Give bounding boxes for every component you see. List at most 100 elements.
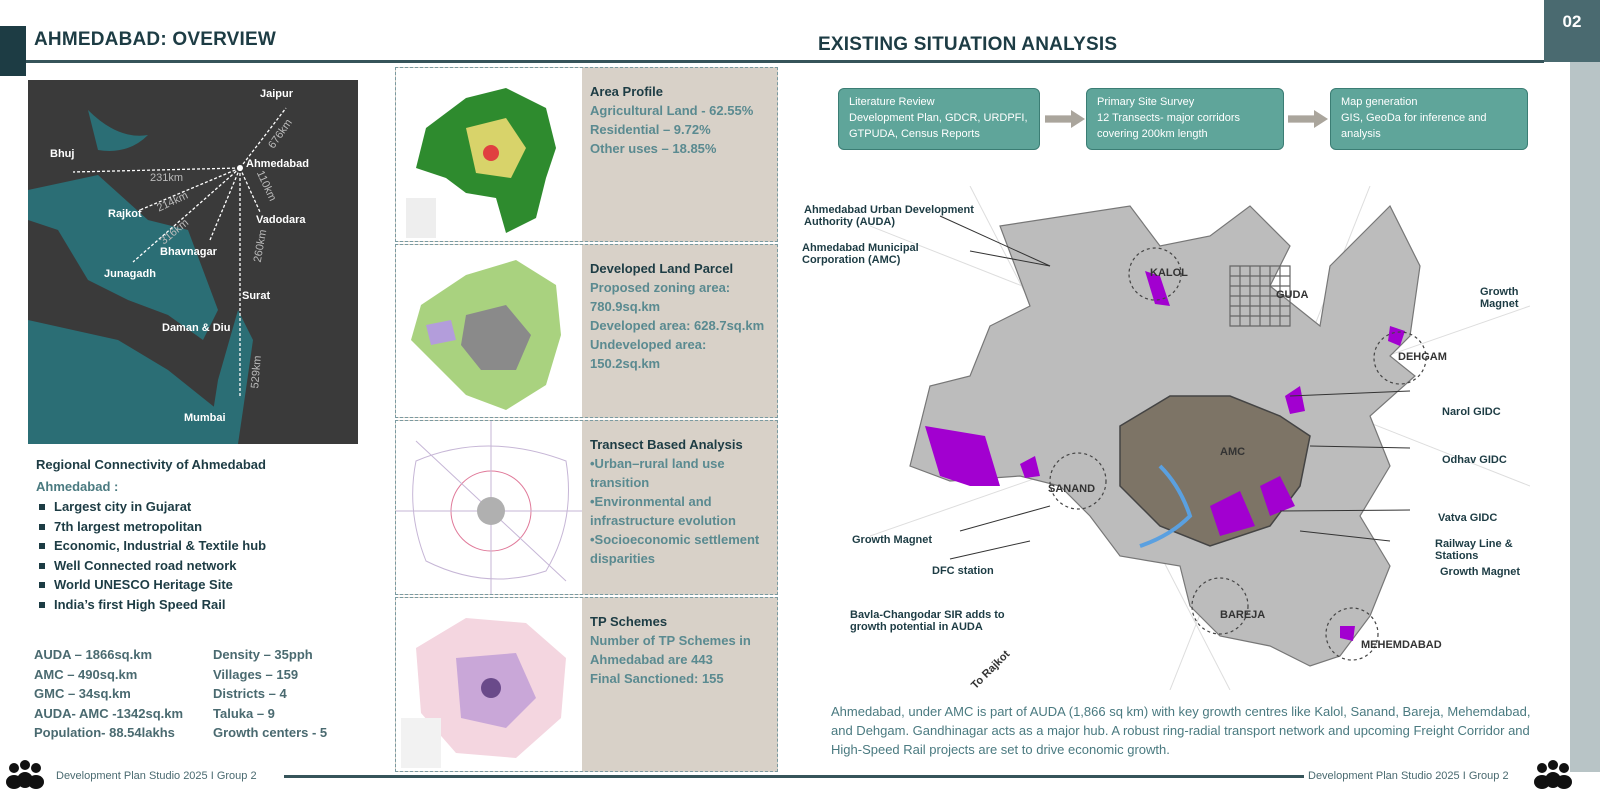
bullet-item: Largest city in Gujarat [36, 497, 356, 517]
flow-step-map-generation: Map generation GIS, GeoDa for inference … [1330, 88, 1528, 150]
tp-schemes-map-thumbnail [396, 598, 582, 771]
footer-text-right: Development Plan Studio 2025 I Group 2 [1308, 770, 1509, 782]
developed-land-map-thumbnail [396, 245, 582, 417]
city-label: Rajkot [108, 208, 142, 220]
growth-magnet-label: Growth Magnet [1440, 566, 1521, 578]
city-label: Bhavnagar [160, 246, 217, 258]
narol-gidc-label: Narol GIDC [1442, 406, 1501, 418]
flow-step-literature-review: Literature Review Development Plan, GDCR… [838, 88, 1040, 150]
railway-label: Railway Line & Stations [1435, 538, 1513, 562]
flow-arrow-icon [1288, 110, 1328, 128]
tp-schemes-panel: TP Schemes Number of TP Schemes in Ahmed… [395, 597, 778, 772]
growth-magnet-label: Growth Magnet [1480, 286, 1519, 310]
panel-title: Area Profile [590, 84, 663, 99]
left-title: AHMEDABAD: OVERVIEW [34, 29, 277, 50]
panel-line: Number of TP Schemes in Ahmedabad are 44… [590, 633, 751, 667]
panel-line: Other uses – 18.85% [590, 141, 717, 156]
dfc-station-label: DFC station [932, 565, 994, 577]
flow-step-text: 12 Transects- major corridors covering 2… [1097, 112, 1241, 140]
page-number: 02 [1544, 0, 1600, 62]
panel-line: •Urban–rural land use transition [590, 456, 725, 490]
city-label: Daman & Diu [162, 322, 231, 334]
auda-region-map: Ahmedabad Urban Development Authority (A… [802, 186, 1530, 692]
city-label: Vadodara [256, 214, 306, 226]
connectivity-heading: Regional Connectivity of Ahmedabad [36, 457, 266, 472]
footer-text-left: Development Plan Studio 2025 I Group 2 [56, 770, 257, 782]
panel-line: 150.2sq.km [590, 356, 661, 371]
city-label: Mumbai [184, 412, 226, 424]
flow-step-title: Literature Review [849, 96, 935, 108]
city-label: Bhuj [50, 148, 75, 160]
dehgam-label: DEHGAM [1398, 351, 1447, 363]
bullet-item: Economic, Industrial & Textile hub [36, 536, 356, 556]
right-title: EXISTING SITUATION ANALYSIS [818, 34, 1118, 55]
land-use-map-thumbnail [396, 68, 582, 241]
panel-title: TP Schemes [590, 614, 668, 629]
right-sidebar [1570, 62, 1600, 772]
panel-line: Developed area: 628.7sq.km [590, 318, 765, 333]
flow-step-site-survey: Primary Site Survey 12 Transects- major … [1086, 88, 1284, 150]
growth-magnet-label: Growth Magnet [852, 534, 933, 546]
city-label: Jaipur [260, 88, 294, 100]
developed-land-panel: Developed Land Parcel Proposed zoning ar… [395, 244, 778, 418]
distance-label: 231km [150, 172, 184, 184]
regional-connectivity-map: Jaipur Ahmedabad Bhuj Rajkot Vadodara Bh… [28, 80, 358, 444]
group-logo-icon [4, 758, 46, 790]
stats-right: Density – 35pph Villages – 159 Districts… [213, 645, 327, 743]
stat-item: GMC – 34sq.km [34, 686, 131, 701]
city-label: Surat [242, 290, 271, 302]
vatva-gidc-label: Vatva GIDC [1438, 512, 1498, 524]
city-label: Junagadh [104, 268, 156, 280]
city-label: Ahmedabad [246, 158, 309, 170]
panel-line: Final Sanctioned: 155 [590, 671, 724, 686]
kalol-label: KALOL [1150, 267, 1188, 279]
flow-step-text: Development Plan, GDCR, URDPFI, GTPUDA, … [849, 112, 1028, 140]
flow-step-title: Map generation [1341, 96, 1418, 108]
bareja-label: BAREJA [1220, 609, 1266, 621]
bullet-item: 7th largest metropolitan [36, 517, 356, 537]
bavla-label: Bavla-Changodar SIR adds to growth poten… [850, 609, 1005, 633]
map-caption: Ahmedabad, under AMC is part of AUDA (1,… [831, 704, 1531, 757]
panel-line: Residential – 9.72% [590, 122, 711, 137]
connectivity-subheading: Ahmedabad : [36, 479, 119, 494]
stat-item: AUDA – 1866sq.km [34, 647, 153, 662]
flow-step-text: GIS, GeoDa for inference and analysis [1341, 112, 1487, 140]
bullet-item: World UNESCO Heritage Site [36, 575, 356, 595]
stat-item: Population- 88.54lakhs [34, 725, 175, 740]
area-profile-panel: Area Profile Agricultural Land - 62.55% … [395, 67, 778, 242]
odhav-gidc-label: Odhav GIDC [1442, 454, 1507, 466]
panel-line: Agricultural Land - 62.55% [590, 103, 754, 118]
stat-item: AUDA- AMC -1342sq.km [34, 705, 184, 721]
transect-analysis-panel: Transect Based Analysis •Urban–rural lan… [395, 420, 778, 595]
group-logo-icon [1532, 758, 1574, 790]
stat-item: Villages – 159 [213, 666, 299, 682]
amc-center-label: AMC [1220, 446, 1246, 458]
bullet-item: Well Connected road network [36, 556, 356, 576]
stat-item: Taluka – 9 [213, 705, 275, 721]
stat-item: AMC – 490sq.km [34, 666, 138, 682]
footer-rule [284, 775, 1304, 778]
header-rule [26, 60, 1544, 63]
guda-label: GUDA [1276, 289, 1309, 301]
stat-item: Districts – 4 [213, 686, 287, 701]
panel-line: •Socioeconomic settlement disparities [590, 532, 760, 566]
panel-line: Undeveloped area: [590, 337, 707, 352]
stats-left: AUDA – 1866sq.km AMC – 490sq.km GMC – 34… [34, 645, 183, 743]
panel-line: Proposed zoning area: [590, 280, 731, 295]
connectivity-bullets: Largest city in Gujarat 7th largest metr… [36, 497, 356, 614]
stat-item: Growth centers - 5 [213, 725, 328, 740]
flow-arrow-icon [1045, 110, 1085, 128]
panel-title: Developed Land Parcel [590, 261, 734, 276]
transect-map-thumbnail [396, 421, 582, 594]
sanand-label: SANAND [1048, 483, 1096, 495]
panel-line: •Environmental and infrastructure evolut… [590, 494, 736, 528]
panel-title: Transect Based Analysis [590, 437, 743, 452]
panel-line: 780.9sq.km [590, 299, 661, 314]
mehemdabad-label: MEHEMDABAD [1361, 639, 1442, 651]
header-accent-bar [0, 26, 26, 76]
flow-step-title: Primary Site Survey [1097, 96, 1195, 108]
amc-label: Ahmedabad Municipal Corporation (AMC) [802, 242, 919, 266]
auda-label: Ahmedabad Urban Development Authority (A… [804, 204, 974, 228]
bullet-item: India’s first High Speed Rail [36, 595, 356, 615]
stat-item: Density – 35pph [213, 647, 313, 662]
